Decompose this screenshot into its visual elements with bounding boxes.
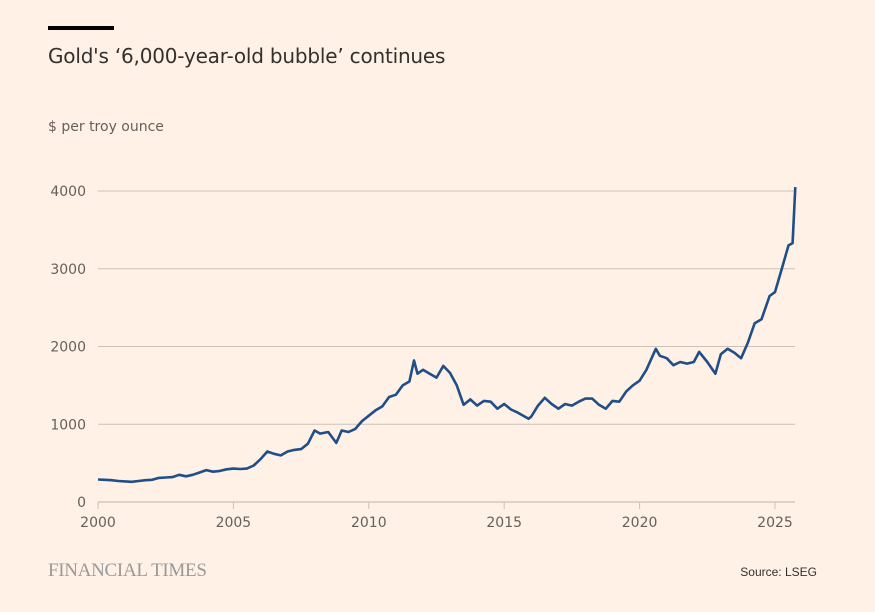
y-tick-label: 4000 (50, 184, 86, 200)
x-tick-label: 2025 (757, 515, 793, 531)
x-tick-label: 2020 (622, 515, 658, 531)
y-tick-label: 1000 (50, 417, 86, 433)
x-tick-label: 2010 (351, 515, 387, 531)
brand-rule (48, 26, 114, 30)
y-tick-label: 0 (77, 495, 86, 511)
x-tick-label: 2000 (80, 515, 116, 531)
source-note: Source: LSEG (740, 565, 817, 579)
y-tick-label: 2000 (50, 340, 86, 356)
y-axis-unit-label: $ per troy ounce (48, 119, 164, 135)
financial-times-logo: FINANCIAL TIMES (48, 560, 207, 581)
y-tick-label: 3000 (50, 262, 86, 278)
chart-title: Gold's ‘6,000-year-old bubble’ continues (48, 44, 446, 68)
gridlines (98, 190, 795, 503)
x-tick-label: 2015 (486, 515, 522, 531)
x-tick-label: 2005 (216, 515, 252, 531)
gold-price-line (97, 187, 797, 484)
x-axis-ticks: 2000 2005 2010 2015 2020 2025 (80, 502, 793, 531)
y-axis-ticks: 0 1000 2000 3000 4000 (50, 184, 86, 511)
